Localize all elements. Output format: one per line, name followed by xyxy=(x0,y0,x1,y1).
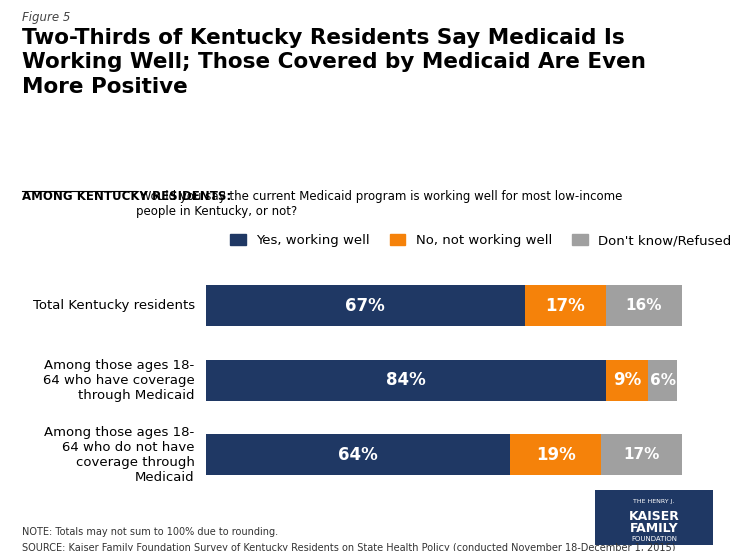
Text: 17%: 17% xyxy=(545,296,585,315)
Text: 84%: 84% xyxy=(386,371,426,389)
Legend: Yes, working well, No, not working well, Don't know/Refused: Yes, working well, No, not working well,… xyxy=(230,234,731,247)
Bar xyxy=(510,434,601,476)
Text: NOTE: Totals may not sum to 100% due to rounding.: NOTE: Totals may not sum to 100% due to … xyxy=(22,527,278,537)
Text: 67%: 67% xyxy=(345,296,385,315)
Bar xyxy=(606,285,682,326)
Bar xyxy=(606,360,648,401)
Text: 9%: 9% xyxy=(613,371,641,389)
Text: 6%: 6% xyxy=(650,372,675,388)
Text: 19%: 19% xyxy=(536,446,576,464)
Bar xyxy=(206,360,606,401)
Text: 17%: 17% xyxy=(623,447,659,462)
Text: FOUNDATION: FOUNDATION xyxy=(631,536,677,542)
Text: FAMILY: FAMILY xyxy=(630,522,678,536)
Text: AMONG KENTUCKY RESIDENTS:: AMONG KENTUCKY RESIDENTS: xyxy=(22,190,232,203)
Text: Would you say the current Medicaid program is working well for most low-income
p: Would you say the current Medicaid progr… xyxy=(136,190,623,218)
Bar xyxy=(648,360,677,401)
Bar xyxy=(601,434,682,476)
Text: Two-Thirds of Kentucky Residents Say Medicaid Is
Working Well; Those Covered by : Two-Thirds of Kentucky Residents Say Med… xyxy=(22,28,646,97)
Bar xyxy=(525,285,606,326)
Text: Figure 5: Figure 5 xyxy=(22,11,71,24)
Text: KAISER: KAISER xyxy=(628,510,680,523)
Text: 64%: 64% xyxy=(338,446,378,464)
Bar xyxy=(206,434,510,476)
Text: THE HENRY J.: THE HENRY J. xyxy=(634,499,675,504)
Text: 16%: 16% xyxy=(625,298,662,313)
Bar xyxy=(206,285,525,326)
Text: SOURCE: Kaiser Family Foundation Survey of Kentucky Residents on State Health Po: SOURCE: Kaiser Family Foundation Survey … xyxy=(22,543,675,551)
